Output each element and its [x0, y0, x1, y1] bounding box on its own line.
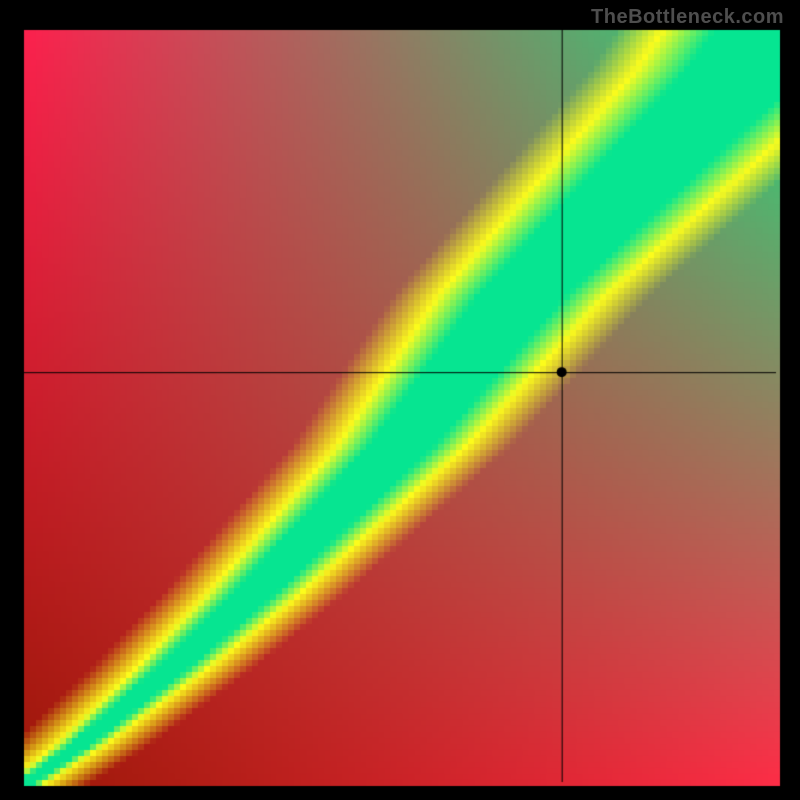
bottleneck-heatmap	[0, 0, 800, 800]
watermark-text: TheBottleneck.com	[591, 6, 784, 29]
